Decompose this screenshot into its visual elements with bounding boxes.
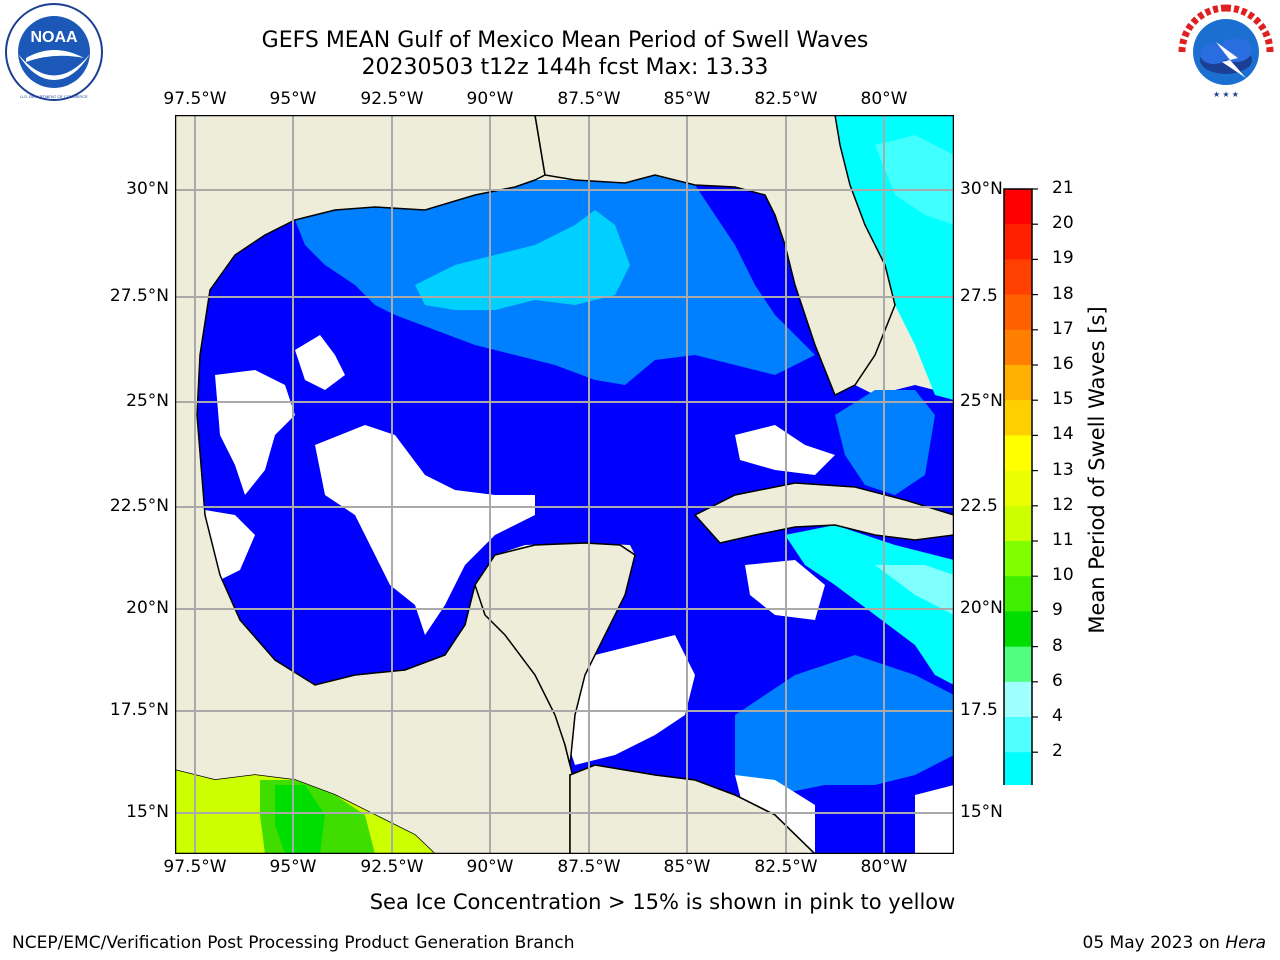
colorbar-segment <box>1004 470 1032 507</box>
lon-label: 97.5°W <box>163 857 227 877</box>
colorbar-segment <box>1004 611 1032 648</box>
nodata-region-jamaica <box>915 785 954 854</box>
lon-label: 82.5°W <box>754 857 818 877</box>
nws-logo-icon: ★ ★ ★ <box>1176 2 1276 102</box>
lat-label-left: 27.5°N <box>109 286 169 306</box>
footer-timestamp: 05 May 2023 on Hera <box>1083 933 1267 953</box>
colorbar-segment <box>1004 329 1032 366</box>
colorbar <box>1003 188 1038 785</box>
nodata-region-yucatan-east <box>565 635 695 765</box>
lon-label: 95°W <box>269 89 317 109</box>
colorbar-segment <box>1004 435 1032 472</box>
colorbar-tick-label: 6 <box>1052 670 1063 691</box>
northern-cyan-patch <box>415 210 630 310</box>
lon-label: 90°W <box>466 89 514 109</box>
cuba-land <box>693 482 954 544</box>
colorbar-segment <box>1004 646 1032 683</box>
lat-label-left: 22.5°N <box>109 496 169 516</box>
colorbar-tick-label: 11 <box>1052 530 1074 550</box>
colorbar-tick-label: 10 <box>1052 565 1074 586</box>
caribbean-lighter-band <box>735 655 954 795</box>
colorbar-segment <box>1004 400 1032 436</box>
lon-label: 87.5°W <box>557 89 621 109</box>
caribbean-light-cyan <box>875 565 954 615</box>
map-frame <box>175 115 954 854</box>
svg-text:U.S. DEPARTMENT OF COMMERCE: U.S. DEPARTMENT OF COMMERCE <box>20 94 88 99</box>
colorbar-tick-label: 8 <box>1052 635 1063 656</box>
colorbar-tick-label: 15 <box>1052 389 1074 410</box>
footer-date: 05 May 2023 on <box>1082 933 1226 953</box>
colorbar-segment <box>1004 717 1032 753</box>
lon-label: 90°W <box>466 857 514 877</box>
colorbar-tick-label: 9 <box>1052 600 1063 621</box>
lon-label: 97.5°W <box>163 89 227 109</box>
lat-label-right: 30°N <box>960 179 1003 199</box>
colorbar-tick-label: 16 <box>1052 354 1074 374</box>
footer-credit: NCEP/EMC/Verification Post Processing Pr… <box>12 933 575 953</box>
lon-label: 85°W <box>663 857 711 877</box>
lon-label: 80°W <box>860 857 908 877</box>
colorbar-segment <box>1004 224 1032 260</box>
swell-period-map <box>175 115 954 854</box>
nodata-region-north <box>295 335 345 390</box>
colorbar-segment <box>1004 365 1032 401</box>
us-land-north <box>534 115 896 397</box>
lat-label-right: 17.5 <box>960 700 998 720</box>
colorbar-tick-label: 12 <box>1052 494 1074 515</box>
lon-label: 92.5°W <box>360 857 424 877</box>
lat-label-right: 20°N <box>960 598 1003 618</box>
colorbar-tick-label: 2 <box>1052 741 1063 762</box>
lat-label-right: 22.5 <box>960 496 998 516</box>
lat-label-right: 25°N <box>960 391 1003 411</box>
svg-text:★ ★ ★: ★ ★ ★ <box>1213 90 1239 99</box>
colorbar-tick-label: 13 <box>1052 459 1074 480</box>
lat-label-left: 30°N <box>126 179 169 199</box>
lat-label-left: 20°N <box>126 598 169 618</box>
colorbar-segment <box>1004 576 1032 612</box>
pacific-green-core <box>275 785 325 854</box>
central-america-land <box>569 764 817 854</box>
colorbar-segment <box>1004 294 1032 331</box>
colorbar-tick-label: 18 <box>1052 283 1074 304</box>
atlantic-lighter <box>875 135 954 225</box>
lon-label: 80°W <box>860 89 908 109</box>
chart-title: GEFS MEAN Gulf of Mexico Mean Period of … <box>261 28 869 53</box>
colorbar-tick-label: 4 <box>1052 706 1063 726</box>
lon-label: 85°W <box>663 89 711 109</box>
colorbar-segment <box>1004 505 1032 542</box>
yucatan-land <box>474 542 636 766</box>
lon-label: 87.5°W <box>557 857 621 877</box>
colorbar-segment <box>1004 681 1032 718</box>
lat-label-left: 15°N <box>126 802 169 822</box>
colorbar-segment <box>1004 541 1032 577</box>
lat-label-left: 25°N <box>126 391 169 411</box>
colorbar-tick-label: 17 <box>1052 318 1074 339</box>
colorbar-tick-label: 14 <box>1052 424 1074 445</box>
colorbar-segment <box>1004 752 1032 785</box>
lat-label-left: 17.5°N <box>109 700 169 720</box>
noaa-logo-text: NOAA <box>30 29 78 46</box>
colorbar-segment <box>1004 189 1032 225</box>
lon-label: 95°W <box>269 857 317 877</box>
nodata-region-central <box>315 425 535 635</box>
graticule <box>175 115 954 854</box>
lon-label: 92.5°W <box>360 89 424 109</box>
noaa-logo-icon: NOAA U.S. DEPARTMENT OF COMMERCE <box>4 2 104 102</box>
colorbar-label: Mean Period of Swell Waves [s] <box>1085 306 1109 634</box>
colorbar-tick-label: 20 <box>1052 213 1074 234</box>
lat-label-right: 15°N <box>960 802 1003 822</box>
sea-ice-note: Sea Ice Concentration > 15% is shown in … <box>369 890 956 914</box>
lon-label: 82.5°W <box>754 89 818 109</box>
footer-host: Hera <box>1225 933 1266 953</box>
colorbar-tick-label: 19 <box>1052 248 1074 269</box>
colorbar-segment <box>1004 259 1032 296</box>
lat-label-right: 27.5 <box>960 286 998 306</box>
colorbar-tick-label: 21 <box>1052 178 1074 198</box>
chart-subtitle: 20230503 t12z 144h fcst Max: 13.33 <box>361 55 769 80</box>
